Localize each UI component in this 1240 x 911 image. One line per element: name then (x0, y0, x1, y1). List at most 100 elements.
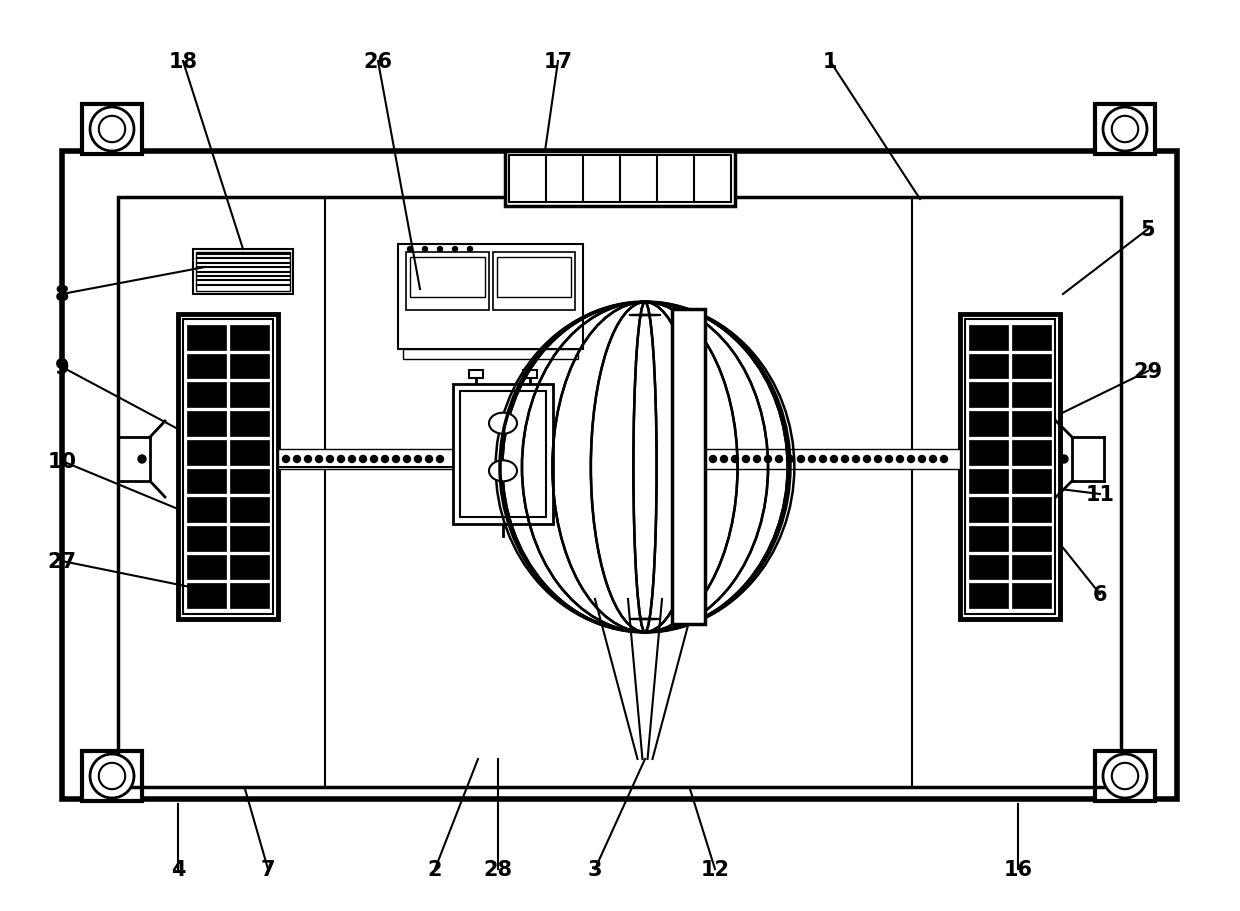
Circle shape (797, 456, 805, 463)
Circle shape (842, 456, 848, 463)
Bar (505, 152, 735, 207)
Bar (968, 412, 1008, 436)
Bar (410, 258, 485, 297)
Bar (187, 354, 226, 379)
Bar (1012, 584, 1052, 609)
Circle shape (326, 456, 334, 463)
Text: 3: 3 (588, 859, 603, 879)
Text: 28: 28 (484, 859, 512, 879)
Bar (1012, 383, 1052, 407)
Circle shape (393, 456, 399, 463)
Circle shape (940, 456, 947, 463)
Circle shape (294, 456, 300, 463)
Circle shape (99, 763, 125, 789)
Bar (492, 252, 575, 311)
Circle shape (91, 107, 134, 152)
Circle shape (453, 247, 458, 252)
Bar (508, 156, 732, 203)
Circle shape (743, 456, 749, 463)
Text: 6: 6 (1092, 584, 1107, 604)
Bar (460, 392, 546, 517)
Bar (965, 320, 1055, 614)
Bar (62, 152, 1177, 799)
Circle shape (919, 456, 925, 463)
Bar (1012, 325, 1052, 351)
Circle shape (438, 247, 443, 252)
Bar (229, 584, 269, 609)
Circle shape (436, 456, 444, 463)
Text: 16: 16 (1003, 859, 1033, 879)
Text: 12: 12 (701, 859, 729, 879)
Bar (187, 440, 226, 465)
Circle shape (820, 456, 827, 463)
Text: 27: 27 (47, 551, 77, 571)
Bar (1095, 752, 1154, 801)
Circle shape (1060, 456, 1068, 464)
Bar (229, 383, 269, 407)
Text: 17: 17 (543, 52, 573, 72)
Bar (453, 384, 553, 525)
Circle shape (382, 456, 388, 463)
Circle shape (305, 456, 311, 463)
Circle shape (423, 247, 428, 252)
Circle shape (765, 456, 771, 463)
Circle shape (315, 456, 322, 463)
Bar (278, 449, 453, 469)
Circle shape (1104, 754, 1147, 798)
Bar (1012, 354, 1052, 379)
Circle shape (908, 456, 914, 463)
Text: 7: 7 (260, 859, 275, 879)
Circle shape (720, 456, 728, 463)
Bar (403, 350, 578, 360)
Bar (229, 555, 269, 579)
Bar (398, 245, 583, 350)
Bar (82, 105, 143, 155)
Bar (229, 469, 269, 494)
Circle shape (467, 247, 472, 252)
Circle shape (414, 456, 422, 463)
Circle shape (754, 456, 760, 463)
Bar (187, 383, 226, 407)
Bar (193, 250, 293, 294)
Circle shape (874, 456, 882, 463)
Bar (968, 354, 1008, 379)
Circle shape (786, 456, 794, 463)
Bar (960, 314, 1060, 619)
Bar (229, 497, 269, 522)
Bar (405, 252, 489, 311)
Circle shape (709, 456, 717, 463)
Bar (187, 497, 226, 522)
Circle shape (732, 456, 739, 463)
Bar (1012, 440, 1052, 465)
Circle shape (360, 456, 367, 463)
Circle shape (99, 117, 125, 143)
Bar (184, 320, 273, 614)
Bar (523, 371, 537, 379)
Bar (187, 469, 226, 494)
Circle shape (1112, 117, 1138, 143)
Bar (706, 449, 960, 469)
Bar (1012, 555, 1052, 579)
Bar (187, 555, 226, 579)
Bar (968, 325, 1008, 351)
Circle shape (775, 456, 782, 463)
Circle shape (930, 456, 936, 463)
Text: 8: 8 (55, 285, 69, 304)
Circle shape (138, 456, 146, 464)
Text: 11: 11 (1085, 485, 1115, 505)
Bar (196, 252, 290, 292)
Bar (1012, 497, 1052, 522)
Text: 5: 5 (1141, 220, 1156, 240)
Bar (229, 325, 269, 351)
Circle shape (831, 456, 837, 463)
Bar (229, 354, 269, 379)
Bar (968, 440, 1008, 465)
Bar (118, 198, 1121, 787)
Bar (187, 584, 226, 609)
Bar (1095, 105, 1154, 155)
Bar (1012, 469, 1052, 494)
Bar (968, 527, 1008, 551)
Text: 18: 18 (169, 52, 197, 72)
Circle shape (808, 456, 816, 463)
Text: 10: 10 (47, 452, 77, 472)
